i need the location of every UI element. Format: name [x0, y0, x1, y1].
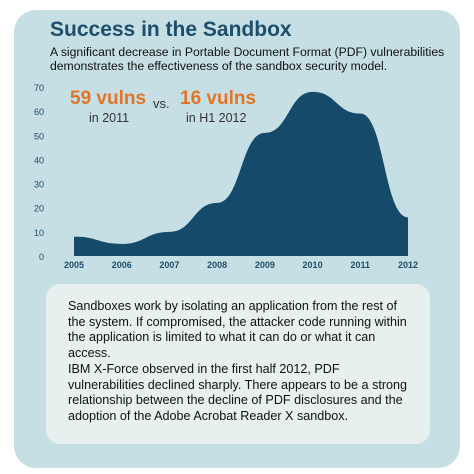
y-tick-label: 10: [34, 228, 44, 238]
callout-h1-2012-period: in H1 2012: [186, 111, 247, 125]
y-tick-label: 0: [39, 252, 44, 262]
x-tick-label: 2012: [398, 260, 418, 270]
x-tick-label: 2008: [207, 260, 227, 270]
sandbox-explanation-paragraph: Sandboxes work by isolating an applicati…: [68, 299, 407, 360]
callout-vs: vs.: [153, 96, 170, 111]
callout-2011-period: in 2011: [89, 111, 130, 125]
y-tick-label: 40: [34, 155, 44, 165]
explanation-box: [46, 284, 430, 444]
y-tick-label: 70: [34, 83, 44, 93]
x-tick-label: 2009: [255, 260, 275, 270]
callout-h1-2012-value: 16 vulns: [180, 88, 257, 109]
x-tick-label: 2007: [159, 260, 179, 270]
vulnerabilities-area: [74, 91, 408, 256]
chart-title: Success in the Sandbox: [50, 18, 292, 41]
callout-2011-value: 59 vulns: [70, 88, 147, 109]
x-tick-label: 2010: [303, 260, 323, 270]
chart-subtitle: A significant decrease in Portable Docum…: [50, 45, 445, 73]
x-tick-label: 2006: [112, 260, 132, 270]
y-tick-label: 30: [34, 180, 44, 190]
x-tick-label: 2011: [351, 260, 371, 270]
y-tick-label: 50: [34, 131, 44, 141]
y-tick-label: 60: [34, 107, 44, 117]
y-tick-label: 20: [34, 204, 44, 214]
xforce-observation-paragraph: IBM X-Force observed in the first half 2…: [68, 362, 408, 423]
x-tick-label: 2005: [64, 260, 84, 270]
